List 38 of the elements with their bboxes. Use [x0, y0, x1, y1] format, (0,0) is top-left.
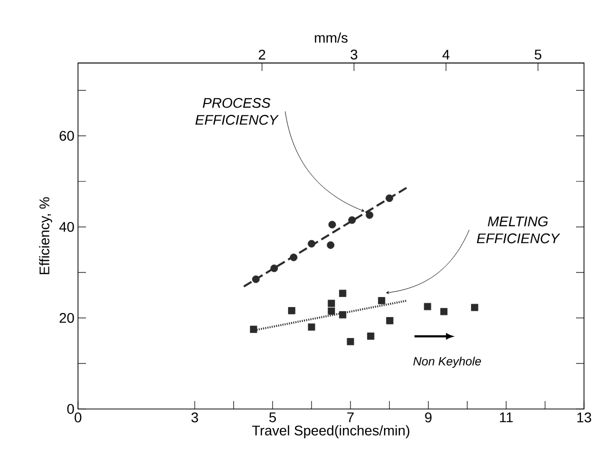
x-tick-label: 7 [347, 412, 354, 422]
x2-tick-label: 3 [350, 50, 358, 60]
x2-axis-title: mm/s [314, 32, 348, 43]
point [250, 326, 258, 333]
point [328, 220, 336, 228]
x-tick-label: 9 [425, 412, 432, 422]
x-tick-label: 3 [191, 412, 198, 422]
point [328, 300, 335, 307]
annotation: Non Keyhole [413, 356, 481, 368]
point [339, 290, 346, 297]
y-tick-label: 60 [60, 130, 74, 141]
x-tick-label: 0 [74, 412, 82, 422]
point [424, 302, 432, 310]
x-axis-title: Travel Speed(inches/min) [252, 425, 410, 438]
annotation: MELTING EFFICIENCY [476, 216, 560, 244]
y-tick-label: 20 [60, 312, 74, 323]
point [328, 308, 335, 315]
y-axis-title: Efficiency, % [39, 197, 52, 274]
point [288, 307, 296, 314]
point [378, 297, 386, 304]
point [339, 311, 346, 318]
point [326, 241, 334, 249]
y-tick-label: 0 [67, 404, 74, 414]
point [308, 323, 316, 331]
point [386, 317, 394, 324]
annotation: PROCESS EFFICIENCY [195, 98, 279, 125]
x2-tick-label: 4 [442, 50, 450, 60]
x-tick-label: 11 [500, 412, 513, 422]
point [367, 332, 374, 340]
point [346, 338, 354, 346]
x2-tick-label: 5 [534, 50, 542, 60]
x-tick-label: 13 [577, 412, 592, 422]
point [366, 211, 374, 219]
x-tick-label: 5 [269, 412, 276, 422]
x2-tick-label: 2 [258, 50, 266, 60]
y-tick-label: 40 [59, 222, 74, 232]
point [471, 304, 478, 312]
point [440, 308, 448, 316]
